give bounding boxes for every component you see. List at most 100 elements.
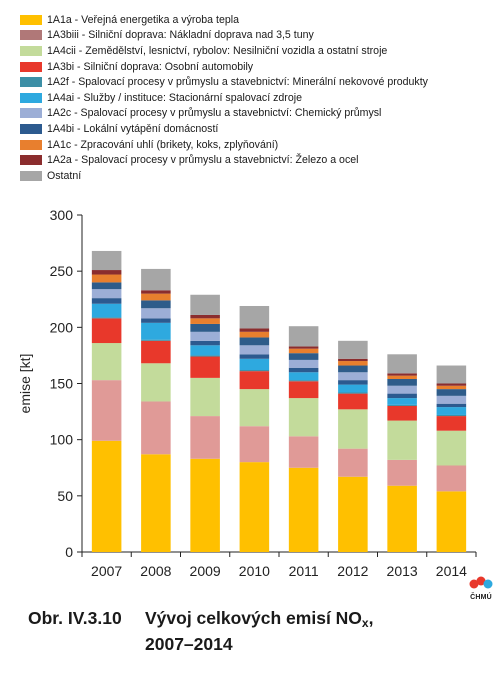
bar-segment (239, 354, 270, 359)
legend-item: 1A2c - Spalovací procesy v průmyslu a st… (20, 106, 500, 122)
bar-segment (239, 370, 270, 372)
bar-segment (190, 345, 220, 356)
bar-segment (190, 416, 220, 459)
y-tick-label: 0 (65, 544, 73, 560)
legend-label: 1A4ai - Služby / instituce: Stacionární … (47, 91, 302, 104)
x-tick-label: 2012 (337, 563, 368, 579)
legend-item: 1A3biii - Silniční doprava: Nákladní dop… (20, 28, 500, 44)
bar-segment (387, 375, 417, 380)
legend-swatch (20, 108, 42, 119)
x-tick-label: 2013 (387, 563, 418, 579)
legend-label: Ostatní (47, 169, 82, 182)
legend-swatch (20, 61, 42, 72)
bar-segment (436, 385, 467, 390)
bar-segment (288, 372, 319, 381)
legend-swatch (20, 30, 42, 41)
bar-segment (338, 393, 368, 410)
bar-segment (436, 430, 467, 466)
legend-swatch (20, 170, 42, 181)
legend-label: 1A1a - Veřejná energetika a výroba tepla (47, 13, 239, 26)
legend-label: 1A1c - Zpracování uhlí (brikety, koks, z… (47, 138, 279, 151)
bar-segment (91, 440, 122, 552)
bar-segment (141, 308, 171, 319)
bar-segment (190, 331, 220, 341)
caption-label: Obr. IV.3.10 (28, 608, 122, 628)
bar-segment (91, 270, 122, 275)
bar-segment (190, 340, 220, 346)
x-tick-label: 2014 (436, 563, 467, 579)
legend-item: 1A4bi - Lokální vytápění domácností (20, 121, 500, 137)
bar-segment (239, 389, 270, 427)
bar-segment (436, 403, 467, 408)
legend-label: 1A2a - Spalovací procesy v průmyslu a st… (47, 154, 359, 167)
bar-segment (239, 358, 270, 371)
bar-segment (239, 345, 270, 355)
legend-swatch (20, 45, 42, 56)
chmu-logo-icon (469, 576, 493, 589)
bar-segment (338, 448, 368, 477)
bar-segment (436, 465, 467, 492)
legend-item: 1A1c - Zpracování uhlí (brikety, koks, z… (20, 137, 500, 153)
bar-segment (387, 354, 417, 374)
bar-segment (288, 380, 319, 382)
bar-segment (91, 298, 122, 304)
bar-segment (387, 379, 417, 386)
y-tick-label: 150 (50, 376, 74, 392)
bar-segment (436, 407, 467, 415)
bar-segment (338, 340, 368, 359)
bar-segment (91, 250, 122, 271)
bar-segment (239, 371, 270, 390)
legend-item: 1A2a - Spalovací procesy v průmyslu a st… (20, 152, 500, 168)
bar-segment (288, 326, 319, 347)
bar-segment (141, 318, 171, 323)
bar-segment (190, 318, 220, 324)
legend-label: 1A3bi - Silniční doprava: Osobní automob… (47, 60, 254, 73)
bar-segment (141, 340, 171, 364)
bar-segment (387, 404, 417, 406)
bar-segment (190, 355, 220, 357)
bar-segment (91, 274, 122, 283)
bar-segment (338, 365, 368, 373)
legend-item: 1A3bi - Silniční doprava: Osobní automob… (20, 59, 500, 75)
x-tick-label: 2010 (239, 563, 270, 579)
legend-label: 1A4cii - Zemědělství, lesnictví, rybolov… (47, 44, 388, 57)
caption-title-subscript: x (361, 616, 369, 630)
stacked-bar-chart: 0 50 100 150 200 250 300 emise [kt] 2007 2008 2009… (17, 207, 477, 579)
bar-segment (141, 268, 171, 291)
bar-segment (239, 426, 270, 463)
bar-segment (91, 282, 122, 290)
legend-item: Ostatní (20, 168, 500, 184)
bar-segment (288, 346, 319, 349)
bar-segment (436, 395, 467, 404)
legend-swatch (20, 139, 42, 150)
bar-segment (141, 322, 171, 340)
chmu-logo: ČHMÚ (466, 576, 496, 606)
bar-segment (91, 303, 122, 318)
bar-segment (239, 331, 270, 338)
bar-segment (190, 323, 220, 332)
x-tick-label: 2009 (190, 563, 221, 579)
legend-swatch (20, 155, 42, 166)
y-tick-label: 300 (50, 207, 74, 223)
bar-segment (387, 398, 417, 405)
bar-segment (288, 348, 319, 354)
bar-segment (91, 317, 122, 319)
chmu-logo-text: ČHMÚ (470, 594, 492, 601)
bar-segment (239, 462, 270, 552)
bar-segment (141, 363, 171, 402)
bar-segment (288, 353, 319, 360)
bar-segment (141, 290, 171, 294)
bar-segment (141, 401, 171, 455)
bar-segment (338, 372, 368, 381)
bar-segment (387, 393, 417, 399)
bar-segment (141, 454, 171, 552)
y-tick-label: 250 (50, 263, 74, 279)
legend-item: 1A1a - Veřejná energetika a výroba tepla (20, 12, 500, 28)
legend-label: 1A2c - Spalovací procesy v průmyslu a st… (47, 107, 382, 120)
bar-segment (288, 381, 319, 399)
bar-segment (190, 356, 220, 378)
bar-segment (141, 293, 171, 301)
bar-segment (91, 289, 122, 299)
bar-segment (239, 337, 270, 346)
bar-segment (141, 339, 171, 341)
